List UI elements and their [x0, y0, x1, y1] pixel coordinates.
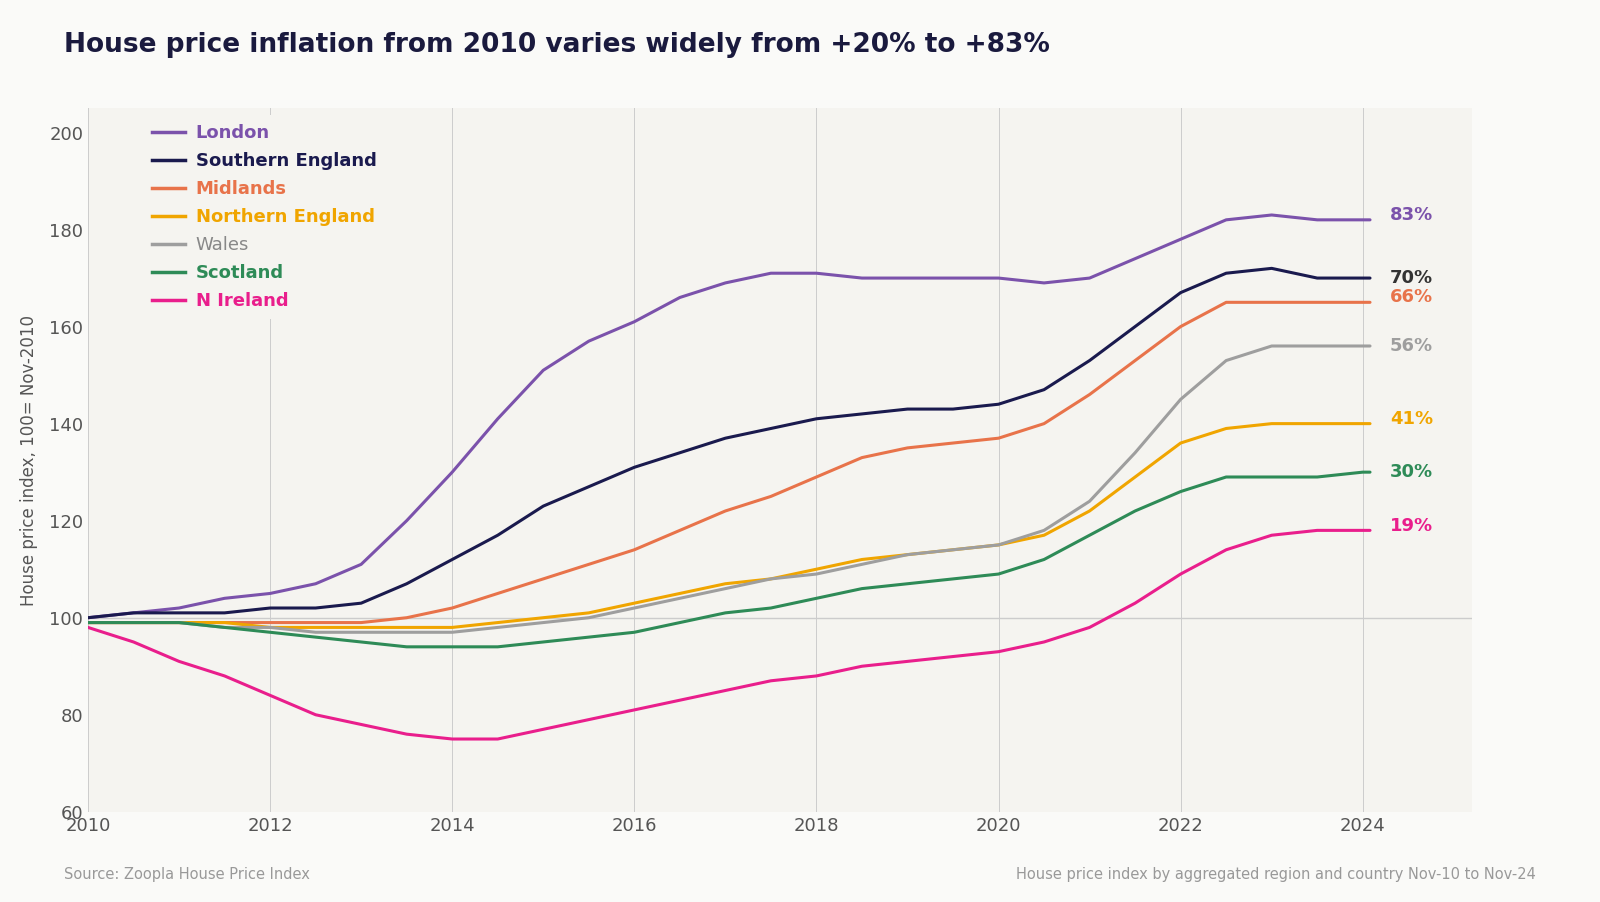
Text: 66%: 66% — [1390, 289, 1434, 307]
Text: 83%: 83% — [1390, 206, 1434, 224]
Legend: London, Southern England, Midlands, Northern England, Wales, Scotland, N Ireland: London, Southern England, Midlands, Nort… — [144, 115, 386, 319]
Text: Source: Zoopla House Price Index: Source: Zoopla House Price Index — [64, 867, 310, 882]
Text: 19%: 19% — [1390, 517, 1434, 535]
Text: 70%: 70% — [1390, 269, 1434, 287]
Text: 41%: 41% — [1390, 410, 1434, 428]
Text: House price index by aggregated region and country Nov-10 to Nov-24: House price index by aggregated region a… — [1016, 867, 1536, 882]
Text: 56%: 56% — [1390, 337, 1434, 355]
Y-axis label: House price index, 100= Nov-2010: House price index, 100= Nov-2010 — [19, 315, 38, 605]
Text: House price inflation from 2010 varies widely from +20% to +83%: House price inflation from 2010 varies w… — [64, 32, 1050, 58]
Text: 30%: 30% — [1390, 463, 1434, 481]
